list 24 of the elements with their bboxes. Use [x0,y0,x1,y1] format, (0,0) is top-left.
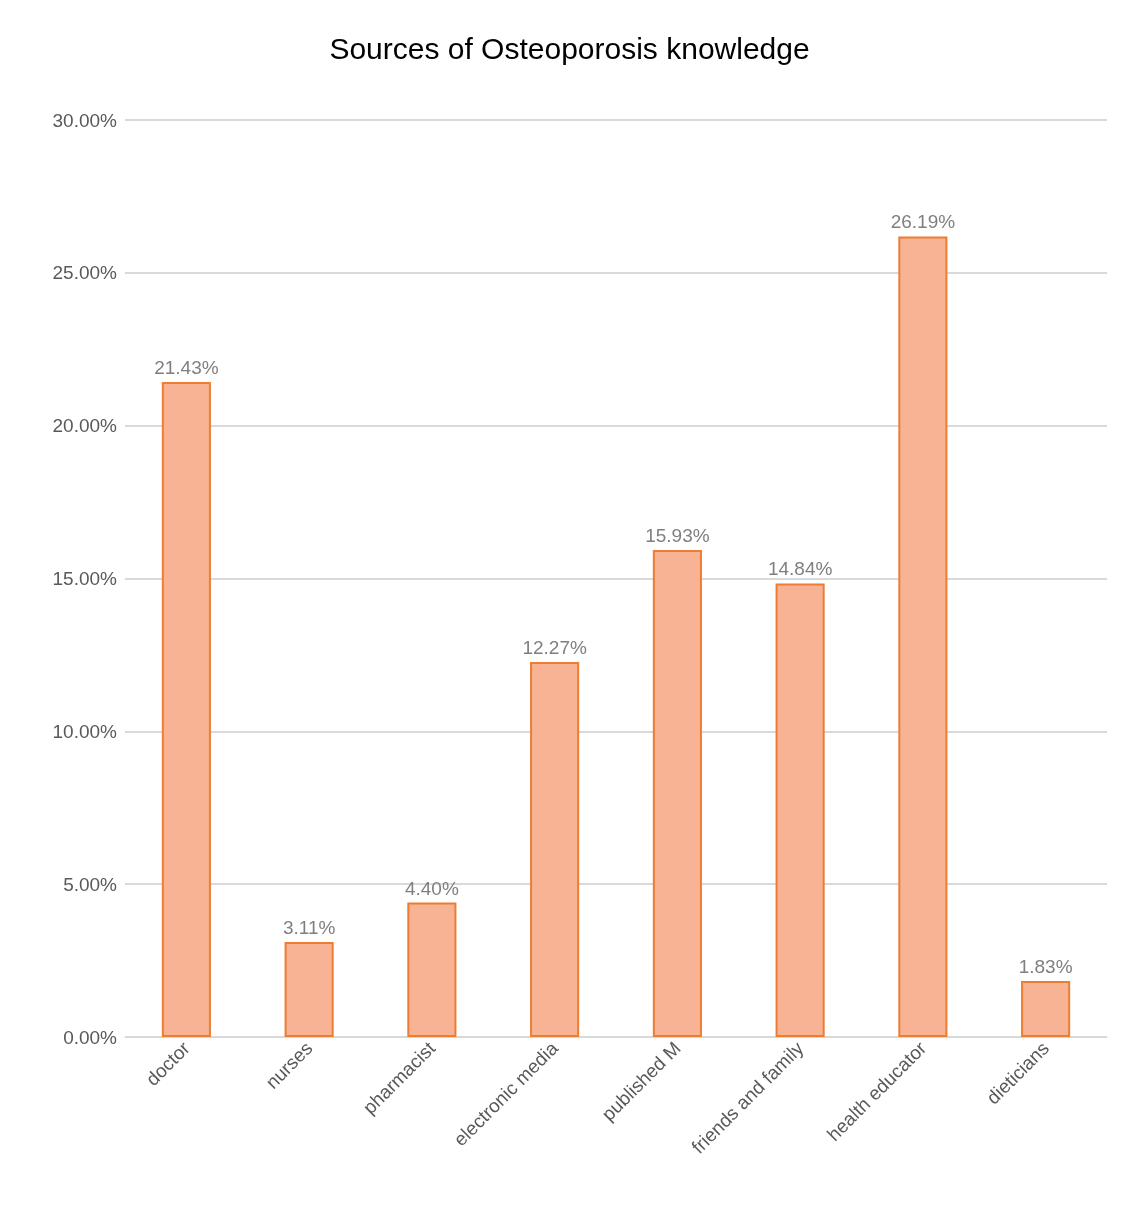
y-tick-label: 30.00% [52,109,118,131]
y-tick-label: 0.00% [63,1026,118,1048]
bar [652,550,702,1037]
data-label: 3.11% [282,916,336,938]
bar [775,583,825,1037]
y-tick-label: 25.00% [52,262,118,284]
y-tick-label: 15.00% [52,568,118,589]
data-label: 21.43% [154,356,219,378]
y-tick-label: 5.00% [63,873,118,895]
chart-title: Sources of Osteoporosis knowledge [329,31,810,65]
bar [530,661,580,1037]
data-label: 15.93% [645,525,710,547]
data-label: 1.83% [1018,956,1073,978]
data-label: 14.84% [767,558,833,580]
bar [284,941,334,1037]
y-tick-label: 10.00% [52,720,118,742]
data-label: 12.27% [522,636,587,658]
bar [161,381,211,1037]
y-tick-label: 20.00% [52,415,118,437]
bar [407,902,457,1037]
bar [898,236,948,1037]
data-label: 26.19% [890,211,956,233]
bar [1021,981,1071,1037]
data-label: 4.40% [404,877,459,899]
